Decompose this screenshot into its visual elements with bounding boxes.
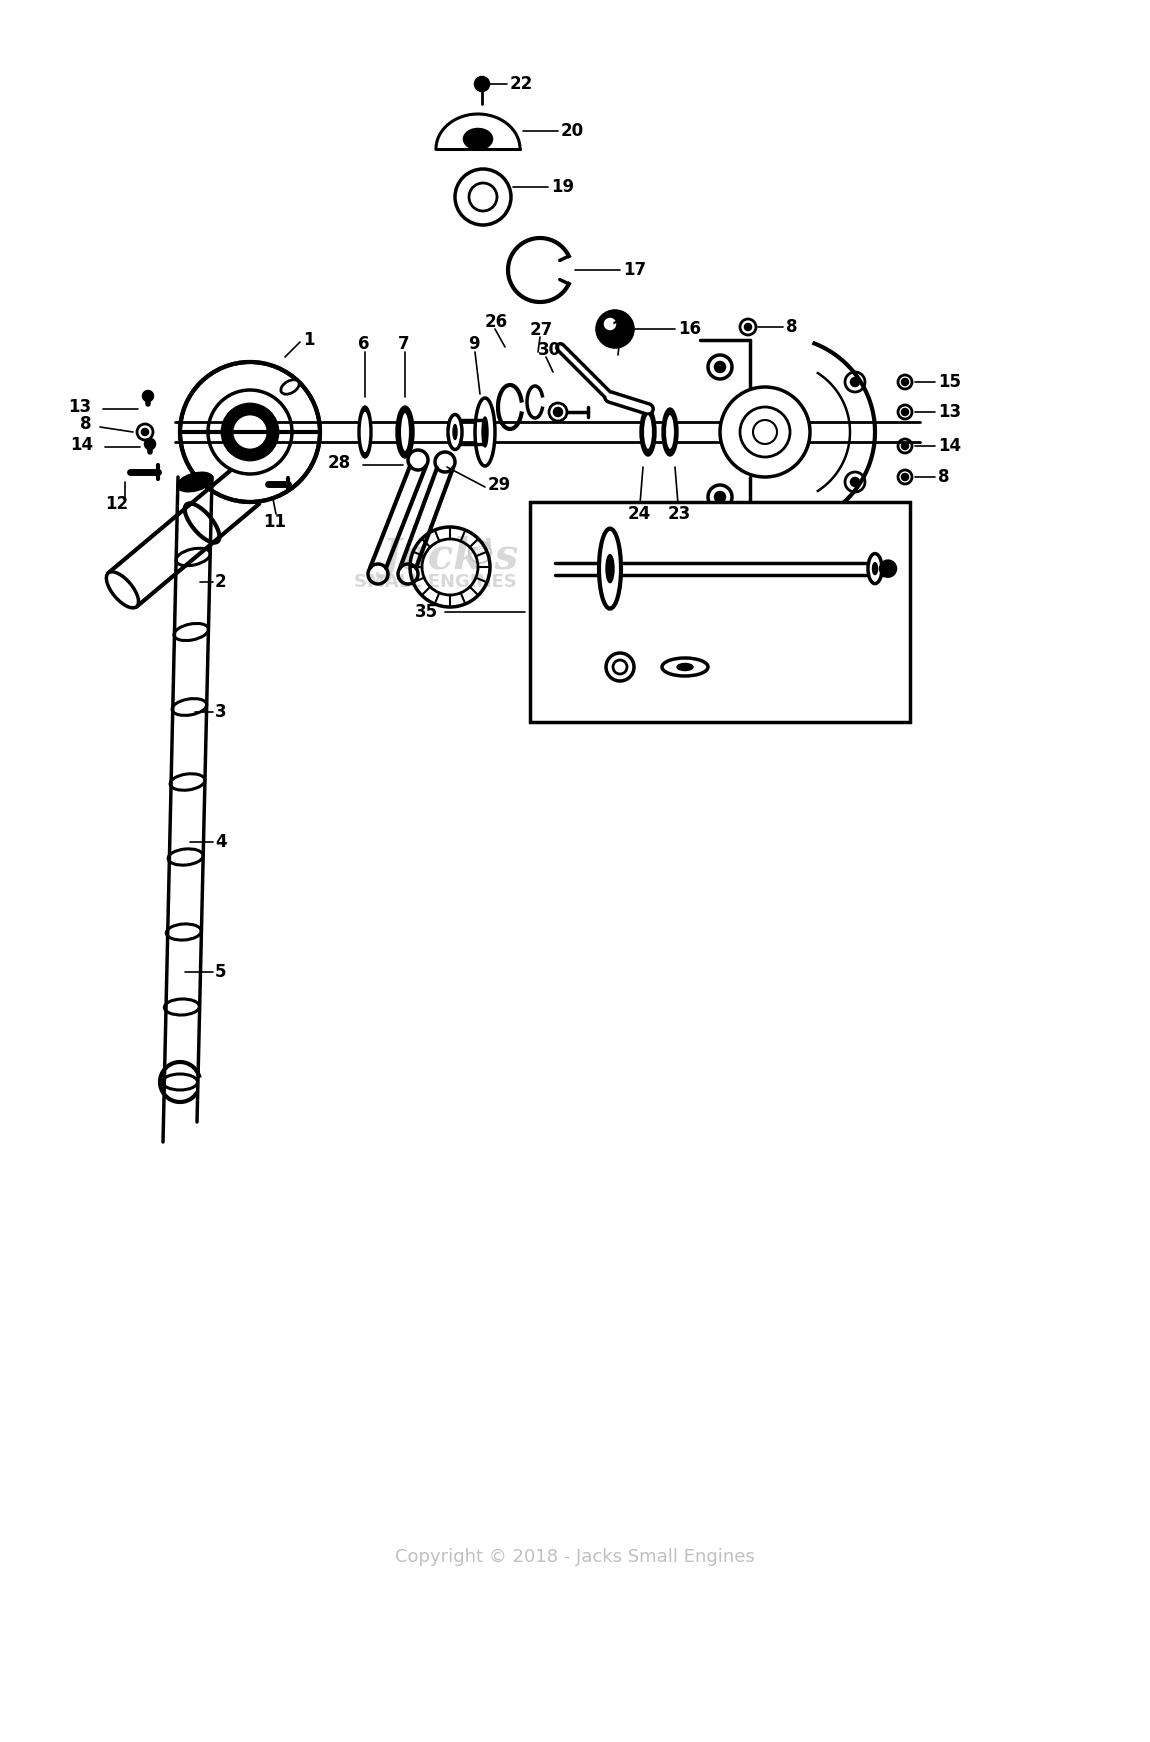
Text: 22: 22: [509, 75, 534, 92]
Ellipse shape: [178, 474, 212, 491]
Circle shape: [745, 324, 751, 329]
Circle shape: [902, 409, 908, 415]
Text: 8: 8: [81, 415, 92, 434]
Text: 8: 8: [785, 319, 797, 336]
Text: ©: ©: [474, 545, 486, 559]
Text: 16: 16: [678, 321, 702, 338]
Text: Jack's: Jack's: [382, 537, 519, 578]
Ellipse shape: [453, 425, 457, 439]
Ellipse shape: [677, 664, 693, 671]
Circle shape: [222, 404, 278, 460]
Ellipse shape: [358, 406, 371, 458]
Text: SMALL ENGINES: SMALL ENGINES: [354, 573, 516, 591]
Ellipse shape: [873, 563, 877, 575]
Circle shape: [902, 380, 908, 385]
Text: 8: 8: [938, 469, 950, 486]
Ellipse shape: [662, 658, 708, 676]
Ellipse shape: [400, 413, 411, 451]
Text: 19: 19: [551, 178, 574, 197]
Ellipse shape: [643, 415, 653, 449]
Ellipse shape: [475, 397, 494, 467]
Text: 20: 20: [561, 122, 584, 139]
Circle shape: [851, 477, 859, 486]
Circle shape: [141, 429, 148, 436]
Ellipse shape: [360, 411, 370, 453]
Ellipse shape: [665, 415, 675, 449]
Circle shape: [143, 390, 153, 401]
Circle shape: [715, 362, 724, 373]
Circle shape: [720, 387, 810, 477]
Text: 27: 27: [530, 321, 553, 340]
Text: 24: 24: [628, 505, 651, 523]
Circle shape: [597, 312, 632, 347]
Text: 13: 13: [68, 397, 91, 416]
Text: 12: 12: [105, 495, 128, 512]
Text: 15: 15: [938, 373, 961, 390]
Circle shape: [851, 378, 859, 387]
Circle shape: [475, 77, 489, 91]
Ellipse shape: [106, 571, 138, 608]
Text: 2: 2: [215, 573, 227, 591]
Text: 35: 35: [415, 603, 438, 620]
Ellipse shape: [396, 406, 414, 458]
Text: Copyright © 2018 - Jacks Small Engines: Copyright © 2018 - Jacks Small Engines: [396, 1549, 754, 1566]
Text: 28: 28: [328, 455, 351, 472]
Text: 25: 25: [612, 321, 635, 338]
Ellipse shape: [281, 380, 299, 394]
Ellipse shape: [463, 129, 492, 150]
Text: 14: 14: [70, 436, 93, 455]
Text: 29: 29: [488, 476, 512, 495]
Ellipse shape: [448, 415, 462, 449]
Text: 11: 11: [263, 512, 286, 531]
Text: 14: 14: [938, 437, 961, 455]
Text: 6: 6: [358, 334, 369, 354]
Circle shape: [145, 439, 155, 449]
Ellipse shape: [606, 554, 614, 582]
Text: 9: 9: [468, 334, 480, 354]
Text: 26: 26: [485, 314, 508, 331]
Text: 17: 17: [623, 261, 646, 279]
Text: 7: 7: [398, 334, 409, 354]
Text: 1: 1: [302, 331, 314, 348]
Text: 4: 4: [215, 833, 227, 852]
Text: 5: 5: [215, 963, 227, 981]
Circle shape: [715, 491, 724, 502]
Circle shape: [737, 544, 743, 550]
Ellipse shape: [662, 408, 678, 456]
Text: 13: 13: [938, 402, 961, 422]
Text: 23: 23: [668, 505, 691, 523]
Ellipse shape: [599, 528, 621, 608]
Ellipse shape: [868, 554, 882, 584]
Circle shape: [880, 561, 896, 577]
Circle shape: [902, 474, 908, 481]
Bar: [530, 502, 910, 721]
Circle shape: [181, 362, 320, 502]
Text: 30: 30: [538, 341, 561, 359]
Circle shape: [902, 442, 908, 449]
Circle shape: [605, 319, 615, 329]
Text: 3: 3: [215, 704, 227, 721]
Circle shape: [554, 408, 562, 416]
Ellipse shape: [641, 408, 656, 456]
Circle shape: [232, 415, 268, 449]
Ellipse shape: [482, 416, 488, 448]
